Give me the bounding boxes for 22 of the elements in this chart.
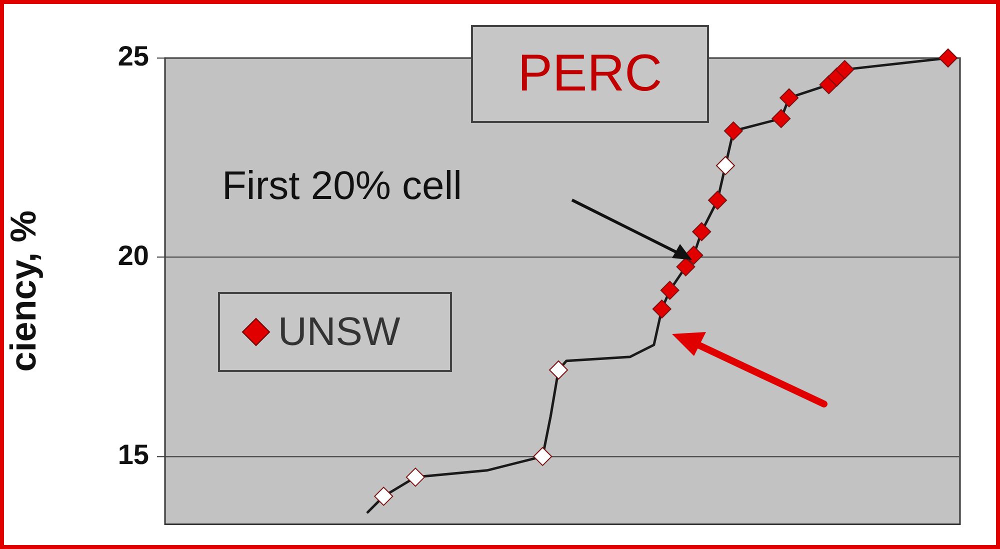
- point: [676, 257, 696, 276]
- point: [406, 468, 425, 487]
- point: [772, 109, 791, 128]
- point: [692, 222, 712, 242]
- annotation: First 20% cell: [222, 164, 462, 208]
- legend-label: UNSW: [278, 310, 400, 354]
- point: [724, 121, 743, 140]
- point: [938, 48, 958, 68]
- point: [374, 486, 394, 506]
- y-tick-label: 20: [118, 240, 149, 271]
- point: [708, 190, 728, 210]
- chart-title: PERC: [518, 44, 662, 102]
- y-tick-label: 25: [118, 40, 149, 72]
- y-axis-title: ciency, %: [2, 210, 44, 372]
- point: [549, 360, 568, 380]
- y-tick-label: 15: [118, 439, 149, 470]
- point: [780, 88, 799, 108]
- point: [716, 156, 735, 176]
- point: [533, 446, 552, 466]
- point: [660, 280, 680, 300]
- point: [835, 60, 854, 80]
- point: [652, 300, 672, 319]
